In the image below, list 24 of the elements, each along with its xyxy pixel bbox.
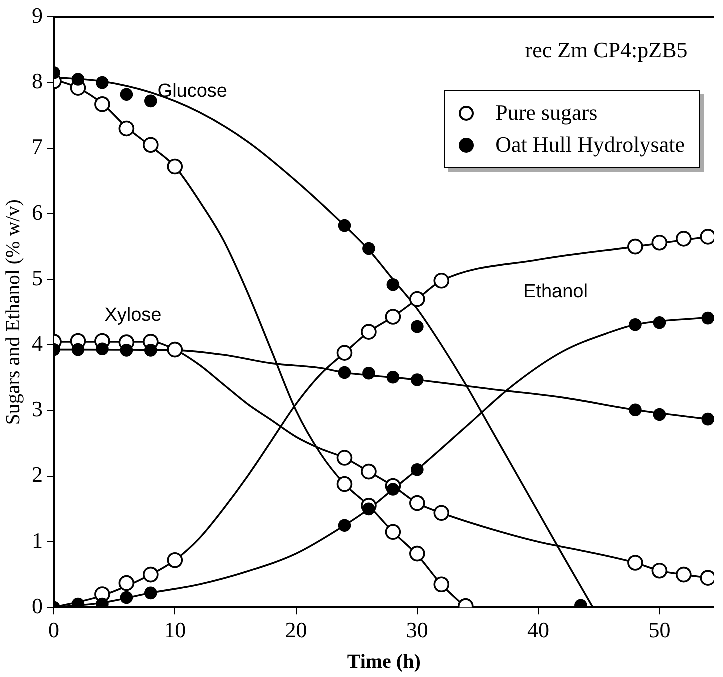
y-axis-title: Sugars and Ethanol (% w/v)	[2, 200, 24, 426]
y-tick-label: 5	[32, 265, 43, 290]
y-tick-label: 4	[32, 330, 43, 356]
x-axis-title: Time (h)	[347, 651, 421, 674]
annotation: Xylose	[104, 305, 162, 326]
annotation: Ethanol	[524, 282, 588, 303]
annotation: rec Zm CP4:pZB5	[525, 38, 688, 63]
legend-label: Pure sugars	[496, 100, 598, 126]
x-tick-label: 0	[48, 618, 60, 643]
annotation: Glucose	[158, 80, 228, 102]
y-tick-label: 2	[32, 462, 43, 488]
y-tick-label: 1	[32, 528, 43, 553]
y-tick-label: 6	[32, 200, 43, 225]
x-tick-label: 50	[648, 618, 671, 643]
x-tick-label: 20	[285, 618, 308, 643]
y-tick-label: 0	[32, 593, 43, 618]
x-tick-label: 40	[528, 618, 550, 643]
y-tick-label: 3	[32, 396, 43, 422]
y-tick-label: 8	[32, 68, 43, 94]
x-tick-label: 10	[164, 618, 186, 643]
y-tick-label: 9	[32, 2, 43, 28]
y-tick-label: 7	[32, 134, 43, 160]
legend-label: Oat Hull Hydrolysate	[496, 132, 685, 158]
x-tick-label: 30	[406, 618, 428, 643]
